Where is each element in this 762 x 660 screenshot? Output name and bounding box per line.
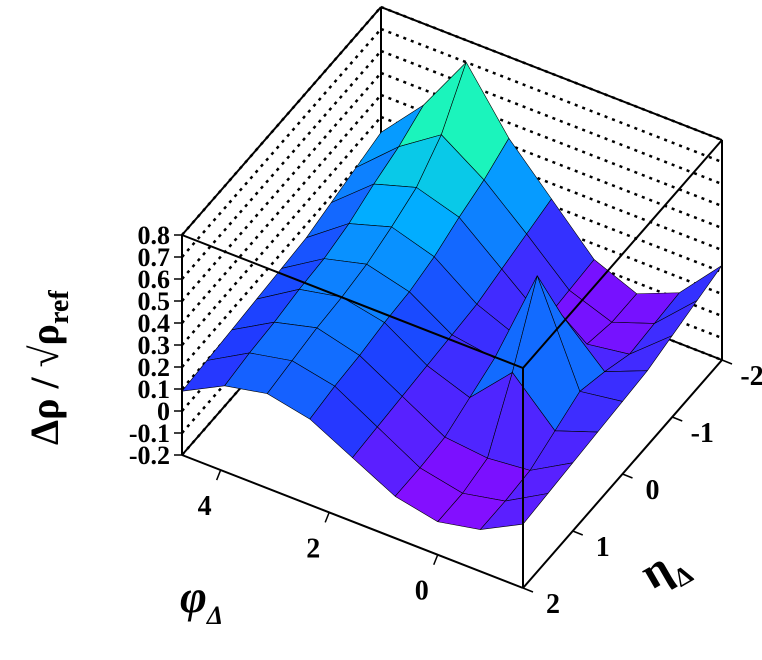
x-axis-title: φΔ xyxy=(180,571,223,630)
box-edge xyxy=(522,139,723,369)
grid-line xyxy=(380,71,723,208)
z-axis-title-sub: ref xyxy=(44,290,75,324)
x-tick-label: 0 xyxy=(415,576,429,607)
grid-line xyxy=(380,5,723,142)
y-tick-label: -2 xyxy=(740,361,762,392)
z-tick-label: 0.3 xyxy=(138,331,171,360)
z-tick-label: 0.8 xyxy=(138,221,171,250)
z-tick-label: 0.7 xyxy=(138,243,171,272)
z-tick-label: 0.5 xyxy=(138,287,171,316)
x-tick-label: 2 xyxy=(306,533,320,564)
tick-mark xyxy=(433,554,439,566)
grid-line xyxy=(380,137,723,274)
z-axis-title: Δρ / √ρref xyxy=(22,290,75,445)
box-edge xyxy=(181,234,524,369)
grid-line xyxy=(181,138,382,368)
y-tick-label: 1 xyxy=(596,532,610,563)
y-tick-label: 0 xyxy=(646,475,660,506)
y-axis-title: ηΔ xyxy=(632,533,698,605)
y-tick-label: 2 xyxy=(546,589,560,620)
grid-line xyxy=(380,49,723,186)
x-axis-title-sub: Δ xyxy=(206,601,223,630)
grid-line xyxy=(181,94,382,324)
tick-mark xyxy=(622,473,633,479)
grid-line xyxy=(181,116,382,346)
z-tick-label: 0 xyxy=(157,397,170,426)
grid-line xyxy=(181,204,382,434)
tick-mark xyxy=(215,469,222,481)
x-axis xyxy=(181,454,524,589)
z-tick-label: 0.1 xyxy=(138,375,171,404)
y-tick-label: -1 xyxy=(691,418,714,449)
grid-line xyxy=(380,27,723,164)
tick-mark xyxy=(721,359,733,365)
grid-line xyxy=(181,28,382,258)
z-tick-label: 0.2 xyxy=(138,353,171,382)
z-tick-label: 0.6 xyxy=(138,265,171,294)
z-axis-title-main: Δρ / √ρ xyxy=(22,324,67,445)
surface-cell xyxy=(480,493,549,530)
grid-line xyxy=(181,72,382,302)
tick-mark xyxy=(324,512,330,523)
grid-line xyxy=(380,159,723,296)
z-tick-label: 0.4 xyxy=(138,309,171,338)
grid-line xyxy=(181,226,382,456)
grid-line xyxy=(380,115,723,252)
tick-mark xyxy=(522,587,534,593)
tick-mark xyxy=(671,416,683,422)
tick-mark xyxy=(572,530,584,536)
z-tick-label: -0.2 xyxy=(129,441,170,470)
grid-line xyxy=(181,50,382,280)
x-axis-title-main: φ xyxy=(180,571,207,622)
x-tick-label: 4 xyxy=(198,491,212,522)
z-tick-label: -0.1 xyxy=(129,419,170,448)
grid-line xyxy=(181,6,382,236)
